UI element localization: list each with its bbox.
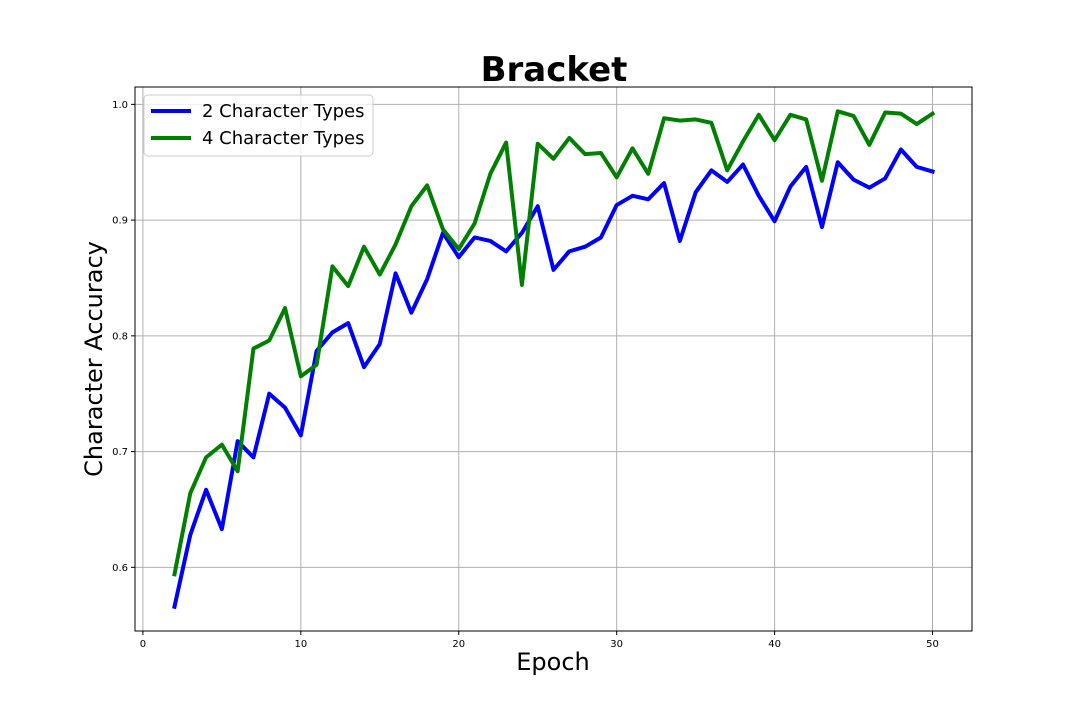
x-axis-label: Epoch: [516, 648, 590, 676]
series-line-2-character-types: [172, 147, 936, 610]
x-tick-label: 40: [768, 639, 781, 650]
legend-label-2-character-types: 2 Character Types: [202, 101, 364, 122]
legend: 2 Character Types 4 Character Types: [143, 94, 374, 157]
y-tick-label: 0.6: [112, 563, 128, 574]
x-tick-label: 10: [294, 639, 307, 650]
x-tick-label: 0: [140, 639, 146, 650]
legend-label-4-character-types: 4 Character Types: [202, 128, 364, 149]
legend-box: [143, 94, 374, 157]
y-axis-ticks: 0.6 0.7 0.8 0.9 1.0: [112, 100, 135, 574]
y-axis-label: Character Accuracy: [80, 241, 108, 477]
y-tick-label: 0.8: [112, 331, 128, 342]
grid: [135, 87, 972, 631]
plot-frame: [134, 86, 973, 632]
series-lines: [172, 109, 936, 610]
x-tick-label: 50: [926, 639, 939, 650]
x-tick-label: 30: [610, 639, 623, 650]
y-tick-label: 1.0: [112, 100, 128, 111]
x-tick-label: 20: [452, 639, 465, 650]
series-line-4-character-types: [172, 109, 936, 577]
chart-title: Bracket: [481, 50, 628, 90]
y-tick-label: 0.9: [112, 216, 128, 227]
y-tick-label: 0.7: [112, 447, 128, 458]
x-axis-ticks: 0 10 20 30 40 50: [140, 631, 939, 650]
